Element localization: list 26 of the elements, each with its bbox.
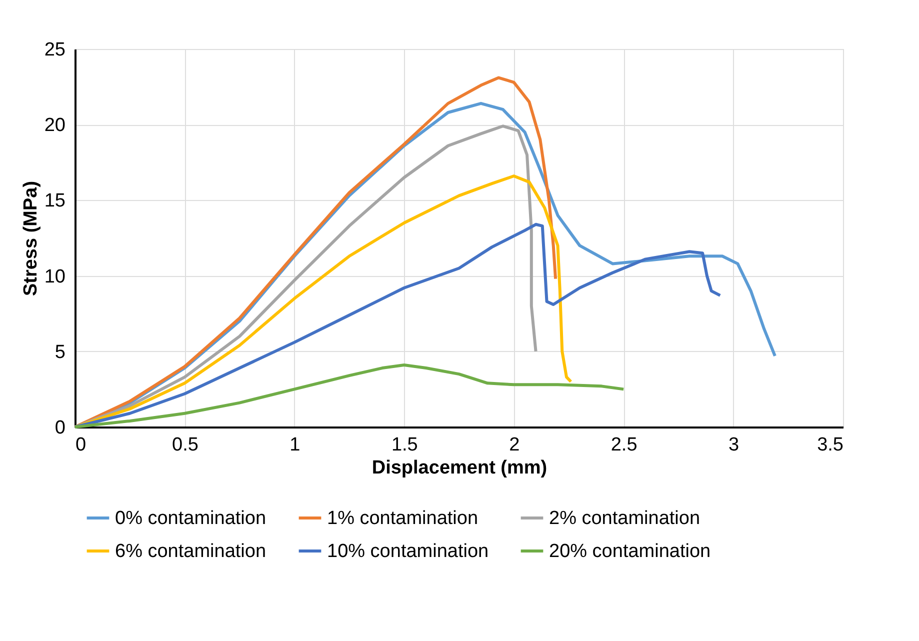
x-tick-label: 3 [728,434,740,456]
x-tick-label: 1.5 [391,434,418,456]
x-tick-label: 0.5 [172,434,198,456]
legend-label: 10% contamination [327,541,489,562]
y-tick-label: 5 [54,342,66,363]
y-tick-label: 15 [44,190,66,212]
x-axis-title: Displacement (mm) [372,458,548,478]
x-tick-label: 0 [76,434,86,456]
y-tick-label: 25 [44,40,66,60]
x-tick-label: 2 [509,434,520,456]
legend-label: 20% contamination [549,541,711,562]
line-series [74,364,626,428]
x-tick-label: 1 [290,434,300,456]
legend-label: 6% contamination [115,541,266,562]
y-tick-label: 20 [44,115,66,136]
x-tick-label: 3.5 [817,434,844,456]
x-tick-label: 2.5 [610,434,638,456]
legend-label: 0% contamination [115,508,266,529]
y-axis-title: Stress (MPa) [20,180,42,296]
line-series [74,222,722,428]
y-tick-label: 0 [54,418,66,438]
line-series [74,76,558,428]
legend-label: 1% contamination [327,508,478,529]
line-series [74,174,572,428]
legend-label: 2% contamination [549,508,700,529]
y-tick-label: 10 [44,266,66,288]
